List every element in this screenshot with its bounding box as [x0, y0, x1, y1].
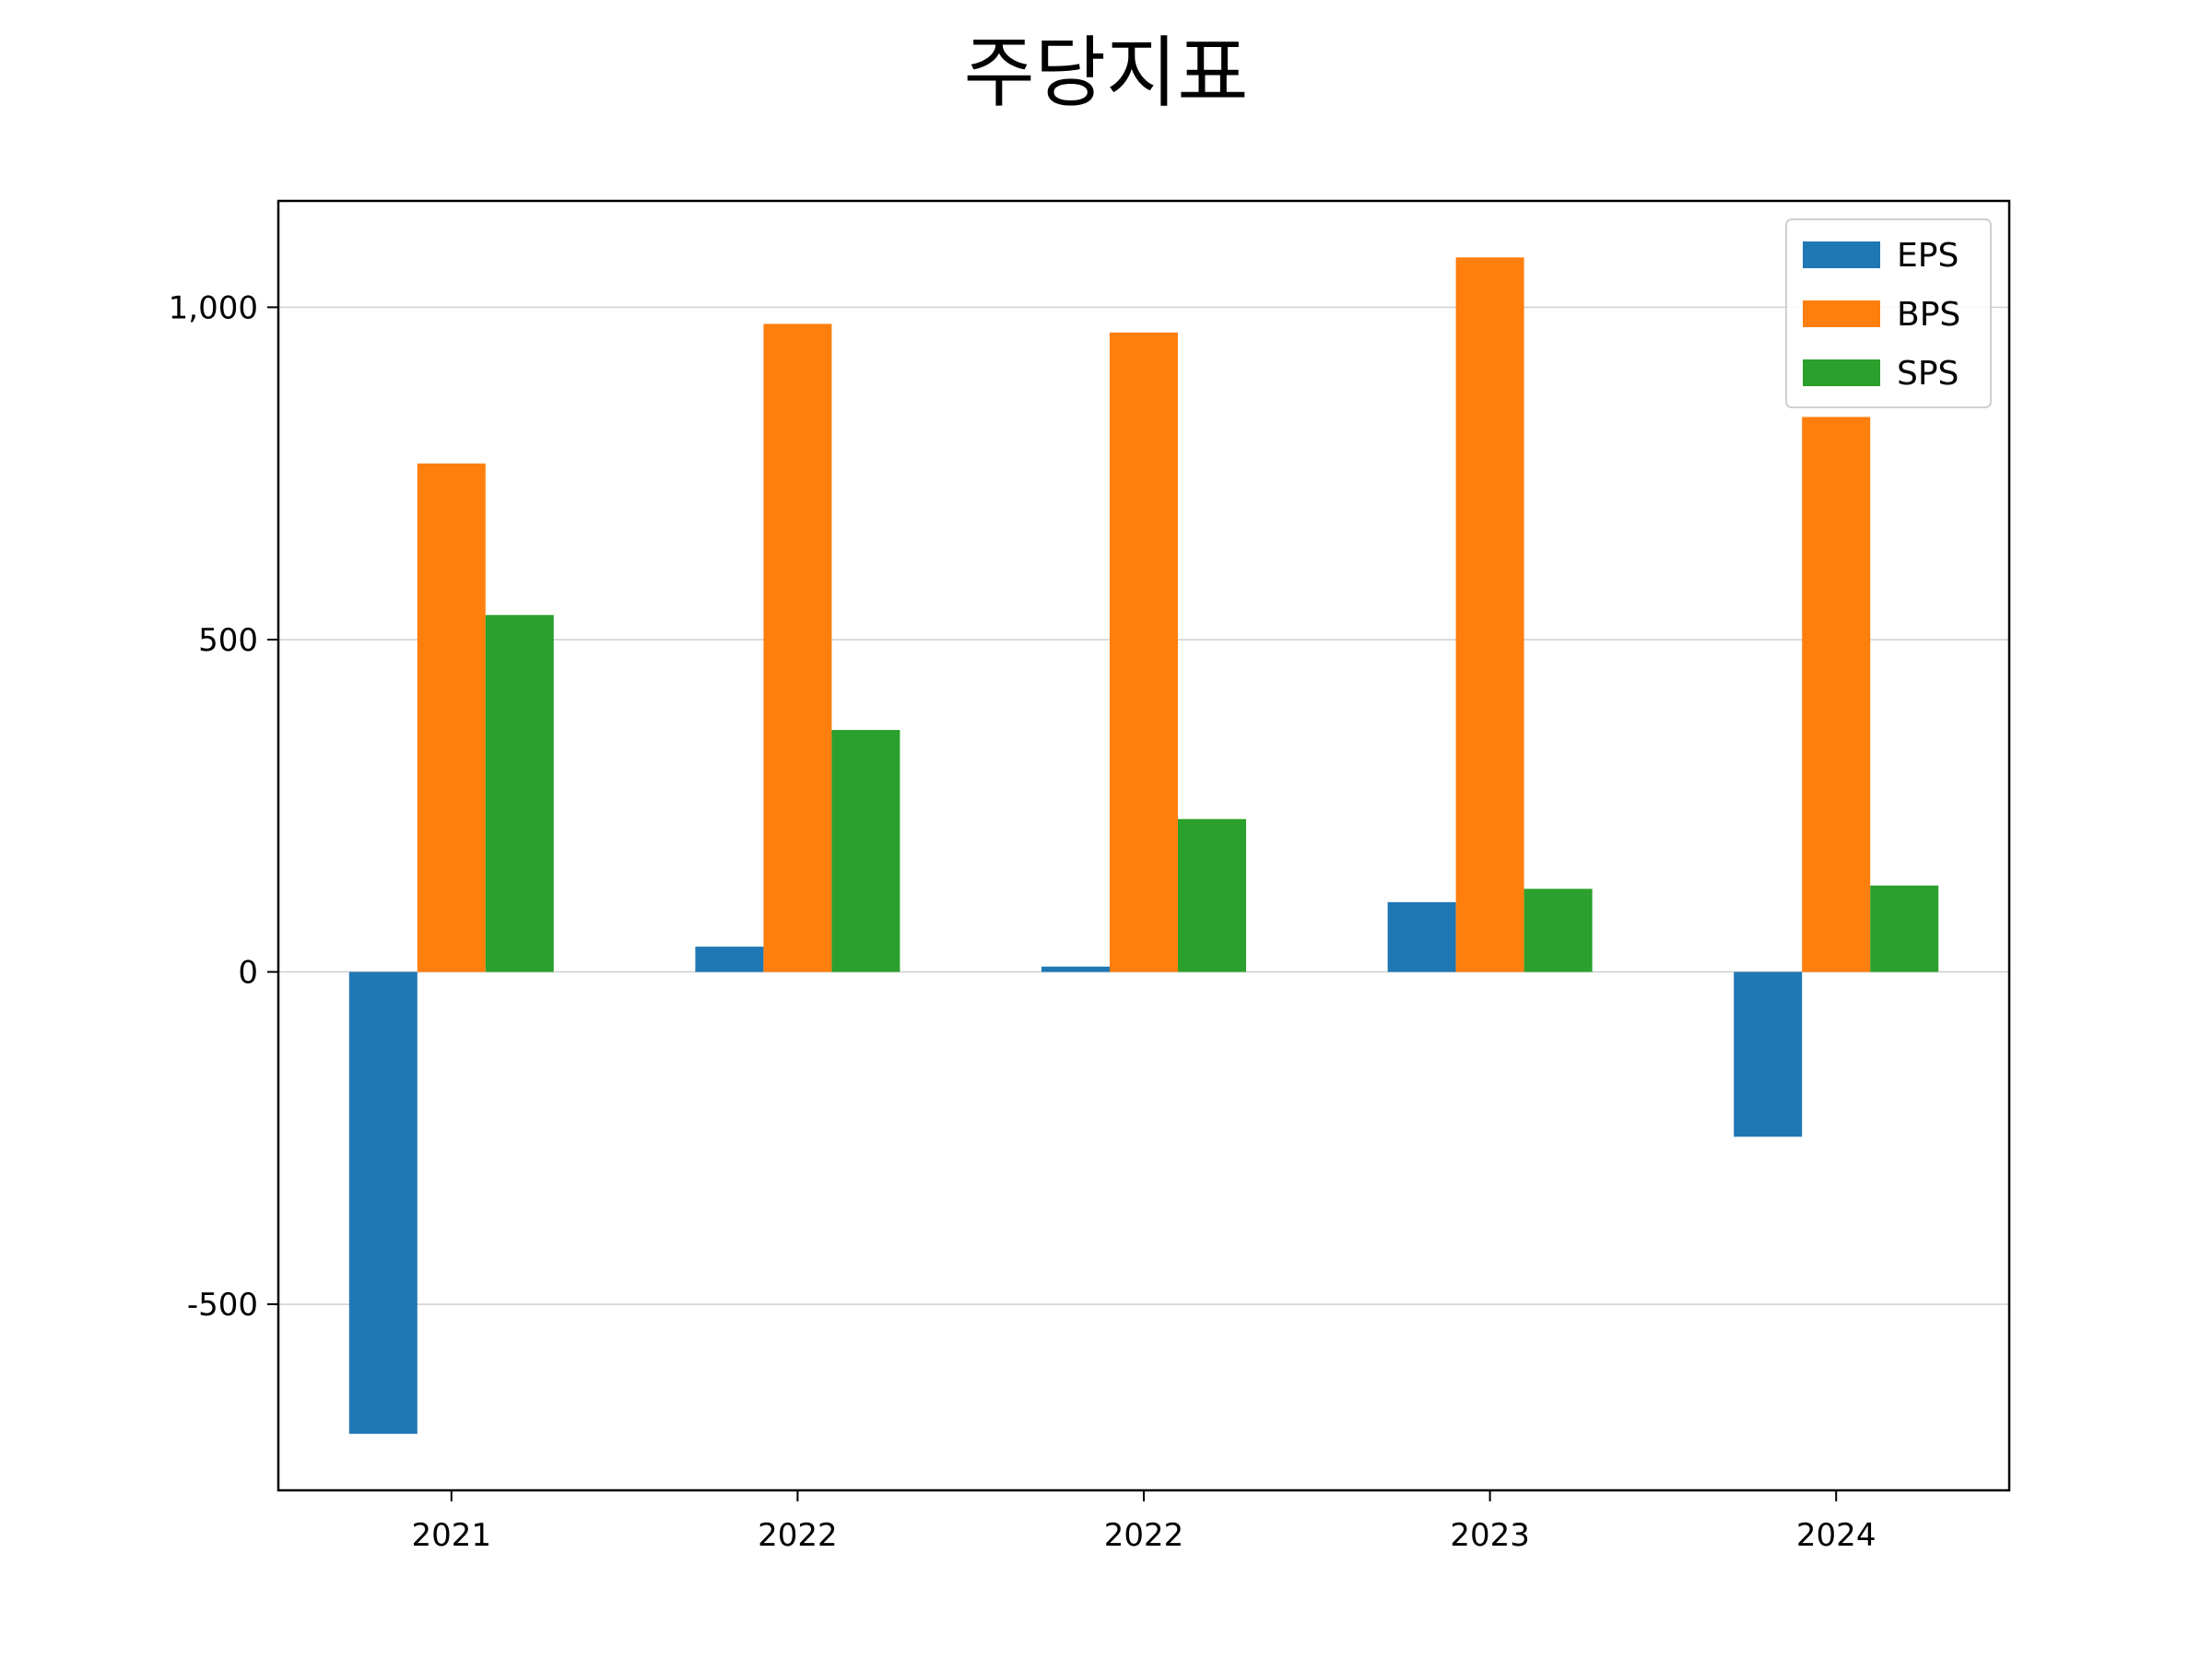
legend-label-bps: BPS — [1897, 296, 1960, 334]
y-tick-label: 500 — [198, 622, 258, 659]
bar-eps — [695, 947, 764, 972]
legend-label-sps: SPS — [1897, 355, 1959, 393]
legend-label-eps: EPS — [1897, 237, 1959, 275]
bar-eps — [1387, 901, 1456, 972]
chart-title: 주당지표 — [963, 28, 1249, 118]
x-tick-label: 2024 — [1796, 1517, 1877, 1554]
legend-swatch-eps — [1803, 241, 1880, 268]
bar-sps — [485, 615, 554, 972]
bar-eps — [1041, 966, 1110, 972]
y-tick-label: -500 — [187, 1287, 258, 1324]
legend-swatch-bps — [1803, 300, 1880, 327]
bar-bps — [417, 463, 486, 972]
axes: -500 0 500 1,000 2021 2022 2022 2023 2024 — [169, 289, 1877, 1554]
bar-sps — [1178, 818, 1246, 972]
bar-sps — [831, 730, 900, 972]
legend: EPS BPS SPS — [1785, 218, 1992, 408]
bars — [348, 257, 1939, 1434]
y-tick-label: 0 — [238, 955, 258, 992]
bar-eps — [1734, 971, 1803, 1137]
x-tick-label: 2022 — [758, 1517, 838, 1554]
x-tick-label: 2023 — [1450, 1517, 1530, 1554]
bar-bps — [1802, 417, 1871, 972]
bar-sps — [1870, 885, 1939, 972]
bar-bps — [1110, 332, 1178, 972]
y-tick-label: 1,000 — [169, 289, 258, 326]
bar-bps — [763, 324, 832, 972]
x-tick-label: 2021 — [412, 1517, 492, 1554]
bar-sps — [1524, 888, 1593, 972]
bar-bps — [1455, 257, 1524, 972]
x-tick-label: 2022 — [1104, 1517, 1184, 1554]
bar-eps — [348, 971, 418, 1434]
legend-swatch-sps — [1803, 359, 1880, 386]
